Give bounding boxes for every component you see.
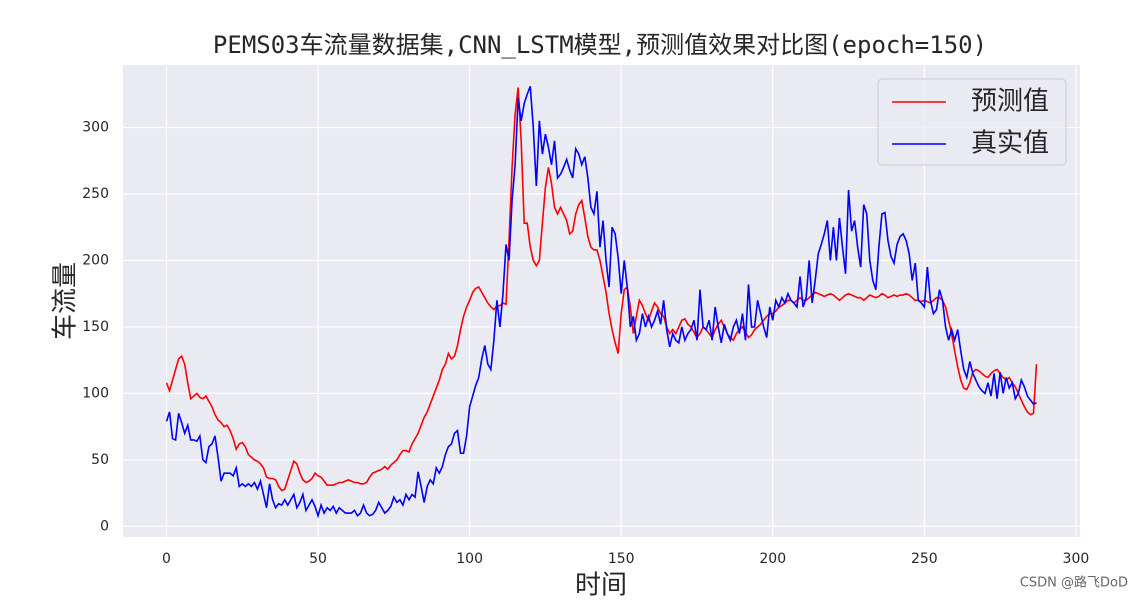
x-tick-label: 200	[759, 551, 786, 567]
series-line	[165, 87, 1038, 492]
chart-title: PEMS03车流量数据集,CNN_LSTM模型,预测值效果对比图(epoch=1…	[213, 31, 987, 59]
x-tick-label: 100	[456, 551, 483, 567]
y-tick-label: 300	[82, 119, 109, 135]
y-tick-label: 0	[100, 518, 109, 534]
x-axis-label: 时间	[575, 571, 627, 601]
legend-label: 真实值	[971, 129, 1049, 159]
legend-label: 预测值	[971, 87, 1049, 117]
y-tick-label: 100	[82, 385, 109, 401]
watermark: CSDN @路飞DoD	[1020, 575, 1128, 591]
y-tick-label: 50	[91, 452, 109, 468]
y-axis-label: 车流量	[51, 262, 81, 340]
y-tick-label: 200	[82, 252, 109, 268]
x-tick-label: 0	[162, 551, 171, 567]
x-tick-label: 300	[1063, 551, 1090, 567]
x-tick-label: 150	[608, 551, 635, 567]
y-tick-label: 150	[82, 319, 109, 335]
x-tick-label: 250	[911, 551, 938, 567]
x-tick-label: 50	[309, 551, 327, 567]
y-tick-label: 250	[82, 186, 109, 202]
series-line	[165, 85, 1037, 519]
